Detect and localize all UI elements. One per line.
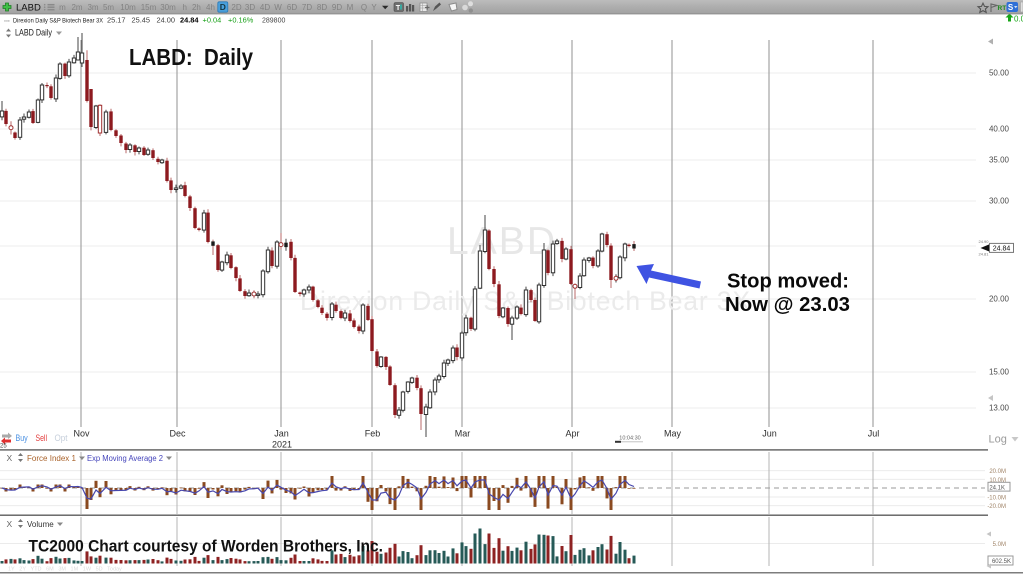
svg-text:15.00: 15.00 [989, 368, 1010, 377]
svg-text:May: May [664, 429, 682, 439]
svg-text:24.84: 24.84 [180, 15, 199, 24]
svg-text:5.0M: 5.0M [993, 542, 1006, 548]
svg-text:h: h [182, 3, 186, 12]
svg-text:50.00: 50.00 [989, 69, 1010, 78]
svg-text:0.0: 0.0 [1014, 15, 1023, 24]
svg-text:Feb: Feb [365, 429, 381, 439]
svg-text:4h: 4h [206, 3, 215, 12]
svg-text:10.0M: 10.0M [989, 478, 1006, 484]
svg-text:LABD: LABD [16, 3, 41, 14]
svg-text:m: m [59, 3, 66, 12]
svg-text:Opt: Opt [55, 433, 68, 444]
svg-text:2m: 2m [71, 3, 82, 12]
svg-text:Mar: Mar [455, 429, 471, 439]
svg-text:+0.16%: +0.16% [228, 15, 254, 24]
svg-text:24.81: 24.81 [978, 251, 989, 256]
svg-text:2h: 2h [192, 3, 201, 12]
svg-text:Apr: Apr [565, 429, 579, 439]
svg-text:10:04:30: 10:04:30 [619, 436, 640, 442]
svg-text:Jun: Jun [762, 429, 777, 439]
svg-text:D: D [220, 2, 226, 12]
svg-text:15m: 15m [141, 3, 157, 12]
svg-text:+0.04: +0.04 [203, 15, 222, 24]
svg-text:LABD: LABD [447, 220, 555, 263]
svg-text:3D: 3D [245, 3, 255, 12]
svg-text:25.45: 25.45 [132, 15, 151, 24]
svg-text:-20.0M: -20.0M [987, 504, 1006, 510]
svg-text:TC2000 Chart courtesy of Worde: TC2000 Chart courtesy of Worden Brothers… [29, 537, 384, 556]
svg-text:Jan: Jan [274, 429, 289, 439]
svg-text:40.00: 40.00 [989, 125, 1010, 134]
svg-text:X: X [7, 453, 13, 463]
svg-text:9D: 9D [332, 3, 342, 12]
svg-text:2021: 2021 [272, 440, 292, 450]
svg-text:Force Index 1: Force Index 1 [27, 454, 77, 463]
svg-text:24.00: 24.00 [157, 15, 176, 24]
svg-text:25: 25 [0, 444, 7, 450]
svg-text:T: T [396, 3, 401, 12]
svg-text:24.1K: 24.1K [989, 485, 1005, 491]
svg-text:...: ... [4, 17, 10, 24]
svg-text:Stop moved:: Stop moved: [727, 271, 849, 293]
svg-text:LABD: Daily: LABD: Daily [129, 44, 253, 70]
svg-text:25.17: 25.17 [107, 15, 126, 24]
svg-text:Sell: Sell [36, 433, 48, 444]
svg-text:24.84: 24.84 [993, 246, 1011, 253]
svg-text:20.0M: 20.0M [989, 469, 1006, 475]
svg-text:2D: 2D [231, 3, 241, 12]
svg-text:RT: RT [998, 5, 1007, 12]
svg-text:24.90: 24.90 [978, 239, 989, 244]
svg-text:3m: 3m [87, 3, 98, 12]
svg-text:602.5K: 602.5K [992, 559, 1011, 565]
svg-text:30m: 30m [160, 3, 176, 12]
svg-text:-10.0M: -10.0M [987, 495, 1006, 501]
svg-text:289800: 289800 [262, 17, 285, 24]
svg-text:LABD Daily: LABD Daily [15, 28, 52, 38]
svg-text:20.00: 20.00 [989, 295, 1010, 304]
svg-text:8D: 8D [317, 3, 327, 12]
svg-text:Nov: Nov [73, 429, 90, 439]
svg-text:Volume: Volume [27, 520, 54, 529]
svg-text:Jul: Jul [868, 429, 880, 439]
svg-text:Y: Y [371, 3, 377, 12]
svg-text:S: S [1008, 3, 1014, 12]
svg-text:W: W [274, 3, 282, 12]
svg-text:Q: Q [361, 3, 367, 12]
svg-text:4D: 4D [260, 3, 270, 12]
svg-text:30.00: 30.00 [989, 197, 1010, 206]
svg-text:35.00: 35.00 [989, 156, 1010, 165]
svg-text:7D: 7D [302, 3, 312, 12]
svg-text:Buy: Buy [16, 433, 28, 444]
svg-text:Log: Log [989, 434, 1007, 446]
svg-text:6D: 6D [287, 3, 297, 12]
svg-text:Dec: Dec [169, 429, 186, 439]
svg-text:M: M [347, 3, 354, 12]
svg-text:X: X [7, 519, 13, 529]
svg-text:Now @ 23.03: Now @ 23.03 [725, 294, 850, 316]
svg-text:Exp Moving Average 2: Exp Moving Average 2 [87, 454, 164, 463]
svg-text:Direxion Daily S&P Biotech Bea: Direxion Daily S&P Biotech Bear 3X [13, 17, 103, 24]
svg-text:10m: 10m [120, 3, 136, 12]
svg-text:1Y 2Y YTD 6M 3M 1M: 1Y 2Y YTD 6M 3M 1M 1W 5D Today [8, 567, 122, 573]
svg-text:13.00: 13.00 [989, 404, 1010, 413]
svg-text:5m: 5m [103, 3, 114, 12]
